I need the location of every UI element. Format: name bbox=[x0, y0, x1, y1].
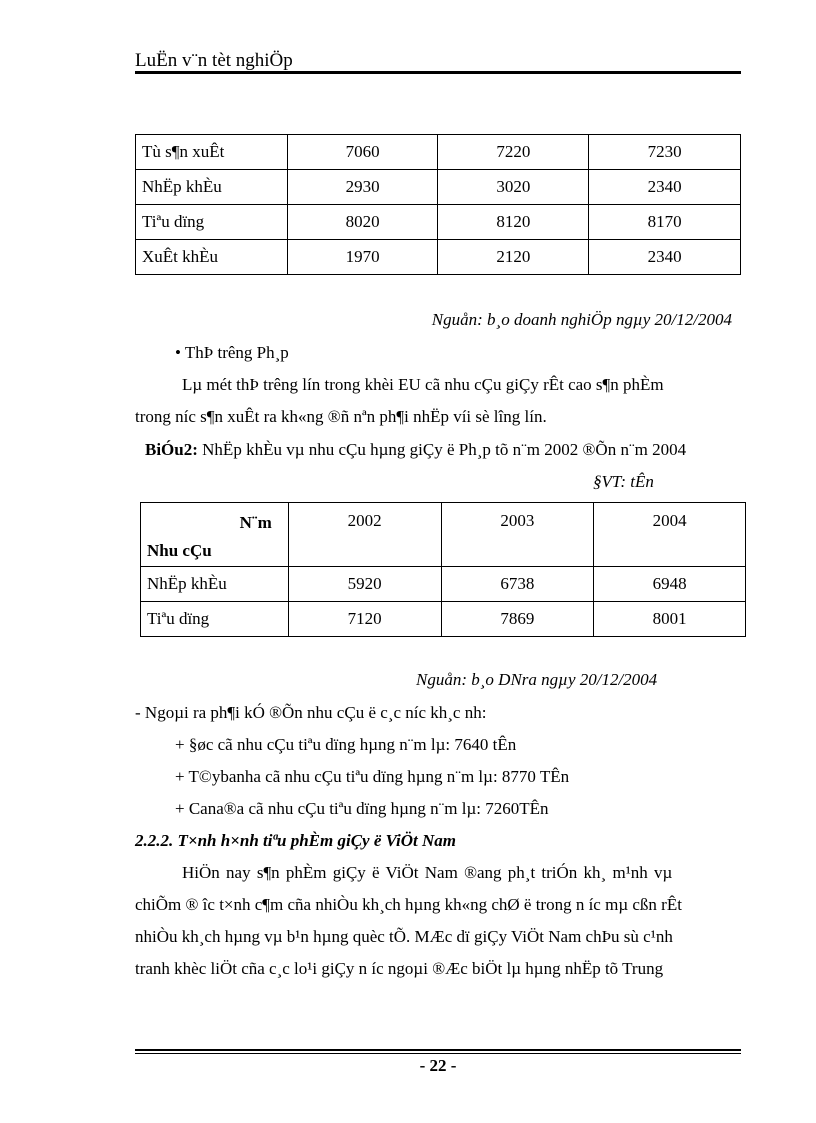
list-item: + §øc cã nhu cÇu tiªu dïng hµng n¨m lµ: … bbox=[175, 735, 517, 754]
paragraph-line: HiÖn nay s¶n phÈm giÇy ë ViÖt Nam ®ang p… bbox=[182, 863, 673, 882]
header-corner-cell: N¨m Nhu cÇu bbox=[140, 502, 289, 567]
cell: 8170 bbox=[588, 204, 741, 240]
row-label: NhËp khÈu bbox=[140, 566, 289, 602]
table-header-row: N¨m Nhu cÇu 2002 2003 2004 bbox=[140, 502, 746, 567]
table-row: NhËp khÈu 2930 3020 2340 bbox=[135, 169, 741, 205]
paragraph-line: tranh khèc liÖt cña c¸c lo¹i giÇy n ­íc … bbox=[135, 959, 664, 978]
cell: 5920 bbox=[287, 566, 442, 602]
table-row: NhËp khÈu 5920 6738 6948 bbox=[140, 566, 746, 602]
table-row: Tiªu dïng 7120 7869 8001 bbox=[140, 601, 746, 637]
cell: 2340 bbox=[588, 239, 741, 275]
cell: 7120 bbox=[287, 601, 442, 637]
footer-rule bbox=[135, 1049, 741, 1051]
cell: 7869 bbox=[440, 601, 595, 637]
cell: 8020 bbox=[286, 204, 439, 240]
list-item: + T©ybanha cã nhu cÇu tiªu dïng hµng n¨m… bbox=[175, 767, 570, 786]
cell: 2340 bbox=[588, 169, 741, 205]
row-label: NhËp khÈu bbox=[135, 169, 288, 205]
table-row: Tù s¶n xuÊt 7060 7220 7230 bbox=[135, 134, 741, 170]
section-heading: 2.2.2. T×nh h×nh tiªu phÈm giÇy ë ViÖt N… bbox=[135, 831, 456, 850]
caption-text: NhËp khÈu vµ nhu cÇu hµng giÇy ë Ph¸p tõ… bbox=[197, 440, 687, 459]
unit-note: §VT: tÊn bbox=[593, 472, 654, 491]
source-note: Nguån: b¸o doanh nghiÖp ngµy 20/12/2004 bbox=[431, 310, 732, 329]
cell: 2120 bbox=[437, 239, 590, 275]
source-note: Nguån: b¸o DNra ngµy 20/12/2004 bbox=[416, 670, 658, 689]
year-header: 2002 bbox=[287, 502, 442, 567]
cell: 1970 bbox=[286, 239, 439, 275]
row-label: Tiªu dïng bbox=[140, 601, 289, 637]
table-row: XuÊt khÈu 1970 2120 2340 bbox=[135, 239, 741, 275]
row-label: Tiªu dïng bbox=[135, 204, 288, 240]
cell: 7220 bbox=[437, 134, 590, 170]
table-production: Tù s¶n xuÊt 7060 7220 7230 NhËp khÈu 2930 302… bbox=[135, 134, 741, 275]
header-rule bbox=[135, 71, 741, 74]
year-header: 2003 bbox=[440, 502, 595, 567]
cell: 8120 bbox=[437, 204, 590, 240]
running-header: LuËn v¨n tèt nghiÖp bbox=[135, 50, 293, 71]
cell: 2930 bbox=[286, 169, 439, 205]
table-row: Tiªu dïng 8020 8120 8170 bbox=[135, 204, 741, 240]
page-number: - 22 - bbox=[419, 1056, 457, 1075]
footer-rule-thin bbox=[135, 1053, 741, 1054]
paragraph-line: Lµ mét thÞ tr­êng lín trong khèi EU cã n… bbox=[182, 375, 664, 394]
cell: 7060 bbox=[286, 134, 439, 170]
cell: 8001 bbox=[593, 601, 746, 637]
cell: 7230 bbox=[588, 134, 741, 170]
header-year-label: N¨m bbox=[239, 513, 272, 532]
row-label: XuÊt khÈu bbox=[135, 239, 288, 275]
paragraph-line: trong n­íc s¶n xuÊt ra kh«ng ®ñ nªn ph¶i… bbox=[135, 407, 547, 426]
row-label: Tù s¶n xuÊt bbox=[135, 134, 288, 170]
table-caption: BiÓu2: NhËp khÈu vµ nhu cÇu hµng giÇy ë … bbox=[145, 440, 686, 460]
cell: 6948 bbox=[593, 566, 746, 602]
list-intro: - Ngoµi ra ph¶i kÓ ®Õn nhu cÇu ë c¸c n­í… bbox=[135, 703, 487, 722]
paragraph-line: nhiÒu kh¸ch hµng vµ b¹n hµng quèc tÕ. MÆ… bbox=[135, 927, 673, 946]
cell: 6738 bbox=[440, 566, 595, 602]
cell: 3020 bbox=[437, 169, 590, 205]
caption-label: BiÓu2: bbox=[145, 440, 198, 459]
paragraph-line: chiÕm ® ­îc t×nh c¶m cña nhiÒu kh¸ch hµn… bbox=[135, 895, 682, 914]
bullet-heading: • ThÞ tr­êng Ph¸p bbox=[175, 343, 289, 362]
year-header: 2004 bbox=[593, 502, 746, 567]
header-demand-label: Nhu cÇu bbox=[147, 541, 212, 560]
list-item: + Cana®a cã nhu cÇu tiªu dïng hµng n¨m l… bbox=[175, 799, 549, 818]
table-demand: N¨m Nhu cÇu 2002 2003 2004 NhËp khÈu 5920 6… bbox=[140, 502, 746, 637]
